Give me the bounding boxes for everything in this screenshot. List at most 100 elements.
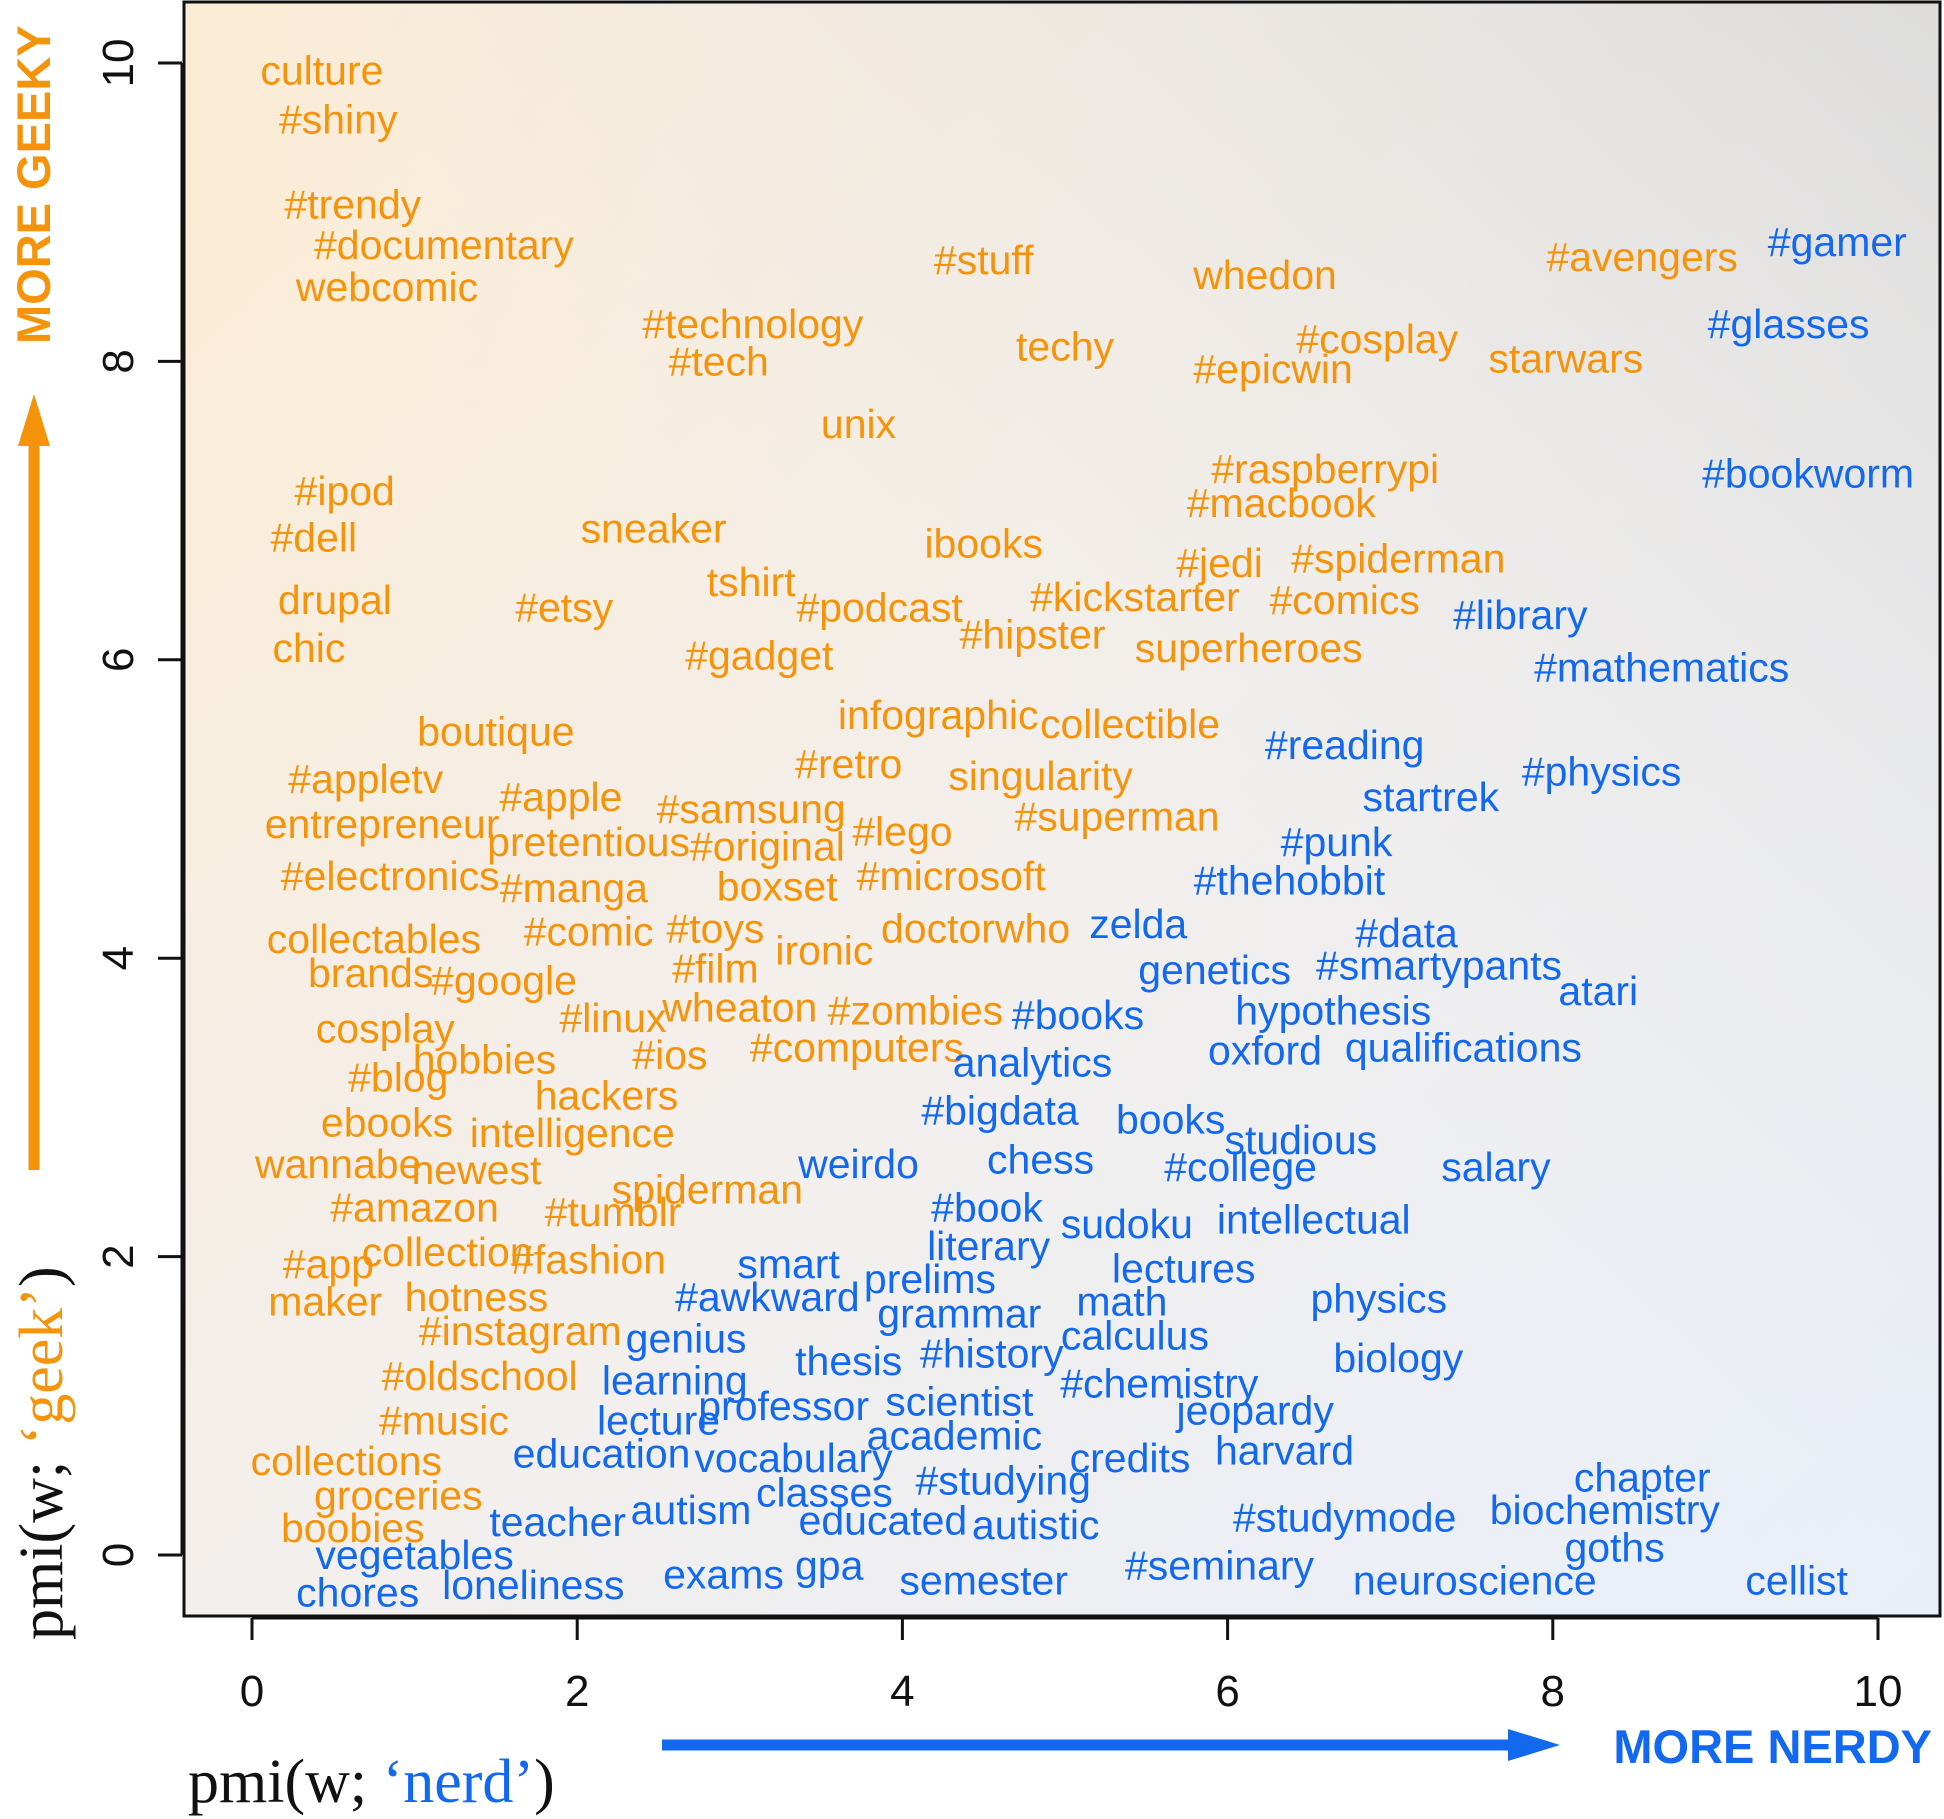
word-label: boutique [417, 708, 574, 754]
word-label: math [1076, 1278, 1167, 1324]
x-tick-label: 0 [240, 1667, 264, 1716]
word-label: collections [251, 1438, 442, 1484]
word-label: professor [698, 1383, 869, 1429]
word-label: scientist [885, 1378, 1034, 1424]
word-label: #thehobbit [1194, 858, 1386, 904]
y-axis-title-term: ‘geek’ [8, 1287, 76, 1445]
word-label: #bookworm [1702, 450, 1914, 496]
word-label: teacher [489, 1499, 626, 1545]
word-label: #mathematics [1534, 644, 1789, 690]
word-label: #instagram [419, 1308, 622, 1354]
y-axis-title: pmi(w; ‘geek’) [8, 1266, 76, 1640]
word-label: sneaker [581, 506, 727, 552]
word-label: learning [602, 1357, 748, 1403]
word-label: #cosplay [1296, 316, 1458, 362]
word-label: collectible [1040, 701, 1220, 747]
word-label: gpa [795, 1542, 864, 1588]
word-labels: culture#shiny #trendy#documentarywebcomic… [251, 48, 1914, 1616]
word-label: cosplay [316, 1005, 456, 1051]
word-label: analytics [953, 1040, 1113, 1086]
word-label: brands [308, 950, 433, 996]
word-label: jeopardy [1176, 1387, 1335, 1433]
word-label: #manga [500, 865, 648, 911]
word-label: #jedi [1176, 540, 1263, 586]
word-label: #etsy [515, 585, 613, 631]
x-tick-label: 6 [1215, 1667, 1239, 1716]
word-label: #technology [642, 301, 864, 347]
word-label: salary [1441, 1144, 1551, 1190]
word-label: #awkward [675, 1274, 860, 1320]
word-label: vegetables [315, 1532, 513, 1578]
word-label: #hipster [960, 611, 1106, 657]
word-label: boobies [281, 1505, 425, 1551]
word-label: chic [272, 625, 345, 671]
word-label: pretentious [487, 819, 690, 865]
word-label: #computers [750, 1025, 964, 1071]
word-label: calculus [1061, 1313, 1209, 1359]
x-tick-label: 4 [890, 1667, 914, 1716]
y-tick-label: 0 [94, 1543, 143, 1567]
word-label: lectures [1112, 1246, 1256, 1292]
word-label: #app [283, 1241, 374, 1287]
word-label: intellectual [1217, 1196, 1411, 1242]
word-label: #reading [1265, 722, 1425, 768]
word-label: #comics [1270, 577, 1420, 623]
word-label: groceries [314, 1472, 483, 1518]
word-label: boxset [717, 864, 838, 910]
word-label: neuroscience [1353, 1557, 1597, 1603]
word-label: semester [899, 1557, 1068, 1603]
x-axis: 0 2 4 6 8 10 [240, 1616, 1903, 1716]
y-tick-label: 8 [94, 349, 143, 373]
word-label: #avengers [1546, 234, 1737, 280]
word-label: #podcast [796, 585, 963, 631]
word-label: #chemistry [1060, 1360, 1259, 1406]
word-label: #lego [852, 808, 952, 854]
word-label: #gamer [1768, 219, 1907, 265]
word-label: #data [1355, 910, 1458, 956]
word-label: #original [690, 823, 845, 869]
word-label: webcomic [295, 264, 478, 310]
word-label: starwars [1488, 335, 1643, 381]
word-label: #documentary [314, 222, 574, 268]
word-label: #punk [1281, 819, 1393, 865]
word-label: physics [1310, 1275, 1447, 1321]
word-label: biochemistry [1490, 1487, 1721, 1533]
word-label: #glasses [1708, 301, 1870, 347]
word-label: whedon [1192, 252, 1337, 298]
word-label: #physics [1522, 749, 1682, 795]
y-tick-label: 6 [94, 648, 143, 672]
word-label: #fashion [511, 1237, 666, 1283]
word-label: #stuff [934, 237, 1034, 283]
word-label: #google [431, 958, 577, 1004]
word-label: sudoku [1061, 1201, 1193, 1247]
word-label: chapter [1574, 1454, 1711, 1500]
plot-background [184, 2, 1940, 1616]
word-label: genetics [1138, 947, 1291, 993]
x-axis-title-prefix: pmi(w; [188, 1748, 383, 1816]
word-label: #amazon [330, 1184, 499, 1230]
word-label: #ipod [295, 468, 395, 514]
word-label: #library [1453, 592, 1588, 638]
y-tick-label: 10 [94, 39, 143, 88]
word-label: hotness [405, 1274, 549, 1320]
word-label: literary [927, 1223, 1051, 1269]
x-tick-label: 10 [1854, 1667, 1903, 1716]
x-axis-title: pmi(w; ‘nerd’) [188, 1748, 555, 1816]
word-label: ibooks [924, 520, 1043, 566]
word-label: #books [1012, 992, 1144, 1038]
word-label: infographic [838, 692, 1039, 738]
y-axis: 0 2 4 6 8 10 [94, 39, 184, 1567]
word-label: #microsoft [857, 853, 1047, 899]
word-label: #dell [270, 515, 357, 561]
word-label: tshirt [707, 559, 796, 605]
word-label: #studymode [1233, 1495, 1456, 1541]
word-label: #spiderman [1291, 535, 1505, 581]
word-label: hypothesis [1235, 987, 1431, 1033]
word-label: classes [756, 1469, 893, 1515]
word-label: wheaton [661, 984, 817, 1030]
word-label: exams [663, 1551, 784, 1597]
word-label: autistic [972, 1502, 1100, 1548]
word-label: collection [362, 1229, 533, 1275]
word-label: #samsung [657, 786, 846, 832]
word-label: #retro [795, 741, 902, 787]
